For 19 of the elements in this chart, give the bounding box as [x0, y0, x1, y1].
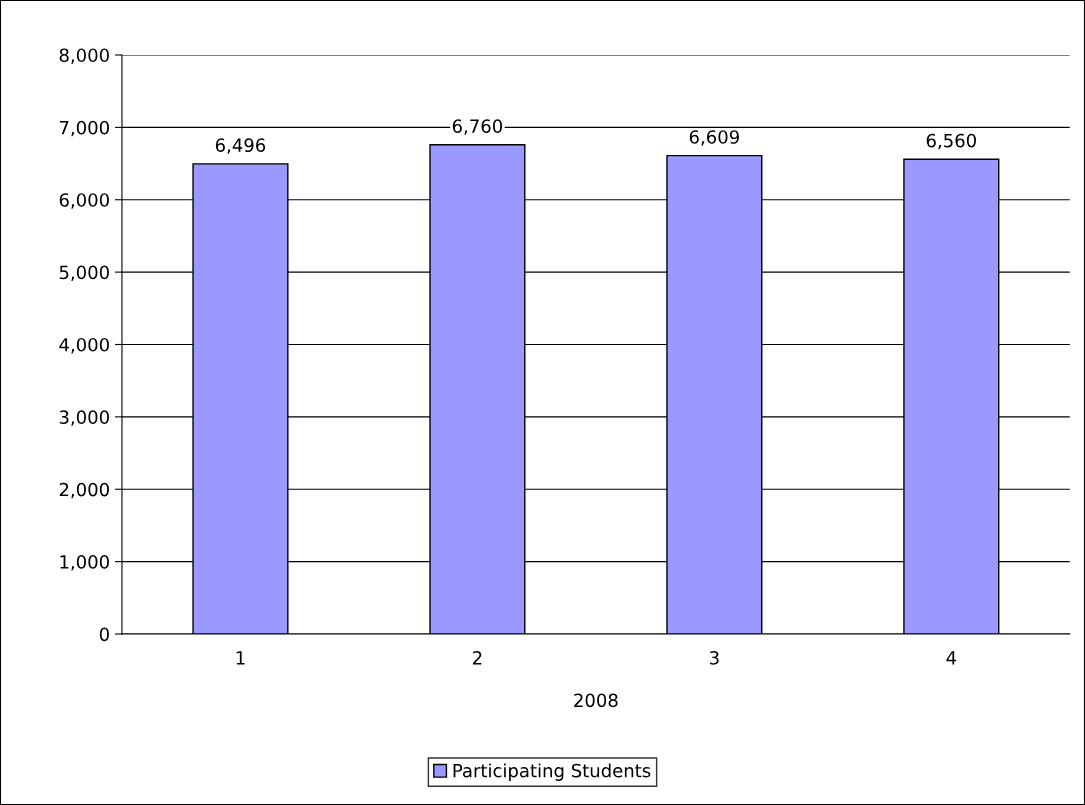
y-tick-label: 2,000: [59, 482, 109, 499]
y-tick-label: 7,000: [59, 120, 109, 137]
x-tick-label: 3: [710, 651, 719, 665]
y-tick-label: 8,000: [59, 48, 109, 64]
legend-label: Participating Students: [453, 763, 651, 781]
data-label: 6,560: [926, 133, 976, 150]
y-tick-label: 4,000: [59, 337, 109, 354]
x-tick-label: 2: [472, 651, 482, 665]
y-tick-label: 3,000: [59, 410, 109, 426]
y-tick-label: 5,000: [59, 265, 109, 282]
y-tick-label: 6,000: [59, 193, 109, 209]
data-label: 6,760: [452, 119, 503, 135]
y-tick-label: 0: [99, 627, 109, 642]
y-tick-label: 1,000: [60, 555, 109, 571]
data-label: 6,609: [689, 130, 739, 146]
data-label: 6,496: [215, 138, 266, 154]
x-tick-label: 4: [946, 651, 957, 665]
x-axis-title: 2008: [574, 693, 618, 708]
x-tick-label: 1: [236, 651, 245, 665]
